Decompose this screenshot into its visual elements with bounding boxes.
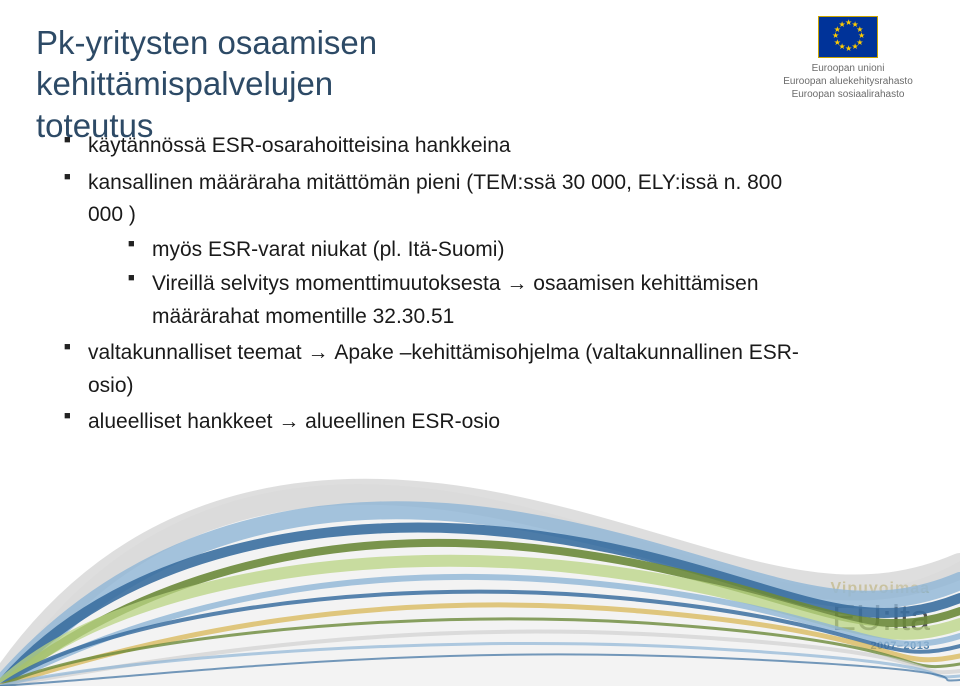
eu-logo-block: ★★★★★★★★★★★★ Euroopan unioni Euroopan al… [758, 16, 938, 101]
bullet-text: kansallinen määräraha mitättömän pieni (… [88, 171, 782, 227]
vipuvoimaa-logo: Vipuvoimaa EU:lta 2007–2013 [830, 580, 930, 652]
bullet-text: myös ESR-varat niukat (pl. Itä-Suomi) [152, 238, 504, 261]
bullet-text: käytännössä ESR-osarahoitteisina hankkei… [88, 134, 511, 157]
bullet-item: alueelliset hankkeet → alueellinen ESR-o… [60, 406, 820, 439]
sub-bullet-item: myös ESR-varat niukat (pl. Itä-Suomi) [126, 234, 820, 267]
bullet-text: alueelliset hankkeet [88, 410, 272, 433]
bullet-text: alueellinen ESR-osio [305, 410, 500, 433]
arrow-icon: → [278, 410, 305, 433]
vipu-top-text: Vipuvoimaa [830, 580, 930, 598]
bullet-text: Vireillä selvitys momenttimuutoksesta [152, 272, 501, 295]
bullet-text: valtakunnalliset teemat [88, 341, 302, 364]
bullet-item: kansallinen määräraha mitättömän pieni (… [60, 167, 820, 334]
arrow-icon: → [307, 341, 334, 364]
eu-caption-line: Euroopan sosiaalirahasto [758, 88, 938, 101]
vipu-years-text: 2007–2013 [830, 640, 930, 652]
eu-flag-icon: ★★★★★★★★★★★★ [818, 16, 878, 58]
bullet-item: käytännössä ESR-osarahoitteisina hankkei… [60, 130, 820, 163]
arrow-icon: → [506, 272, 533, 295]
eu-caption-line: Euroopan unioni [758, 62, 938, 75]
eu-caption-line: Euroopan aluekehitysrahasto [758, 75, 938, 88]
bullet-list: käytännössä ESR-osarahoitteisina hankkei… [60, 130, 820, 443]
vipu-mid-text: EU:lta [830, 600, 930, 636]
sub-bullet-item: Vireillä selvitys momenttimuutoksesta → … [126, 268, 820, 333]
bullet-item: valtakunnalliset teemat → Apake –kehittä… [60, 337, 820, 402]
slide-title: Pk-yritysten osaamisen kehittämispalvelu… [36, 22, 636, 146]
slide-root: Pk-yritysten osaamisen kehittämispalvelu… [0, 0, 960, 686]
eu-caption: Euroopan unioni Euroopan aluekehitysraha… [758, 62, 938, 101]
